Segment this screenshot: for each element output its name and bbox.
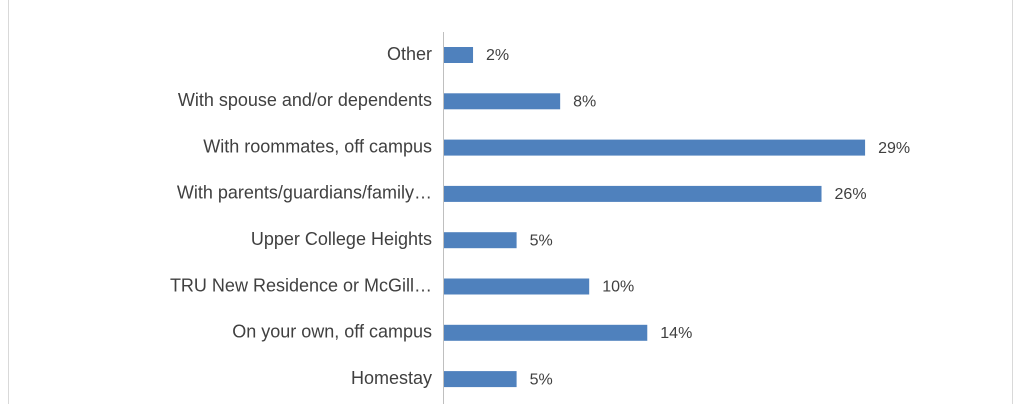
- bar: [444, 371, 517, 388]
- value-label: 5%: [530, 232, 553, 249]
- bar: [444, 185, 822, 202]
- value-label: 8%: [573, 94, 596, 111]
- category-label: With spouse and/or dependents: [178, 90, 432, 110]
- value-label: 14%: [660, 325, 692, 342]
- category-label: Upper College Heights: [251, 229, 432, 249]
- bar: [444, 139, 866, 156]
- category-label: Other: [387, 44, 432, 64]
- value-label: 26%: [835, 186, 867, 203]
- category-label: With roommates, off campus: [203, 136, 432, 156]
- value-label: 2%: [486, 47, 509, 64]
- bar: [444, 47, 474, 63]
- value-label: 5%: [530, 371, 553, 388]
- value-label: 10%: [602, 279, 634, 296]
- value-label: 29%: [878, 140, 910, 157]
- bar: [444, 278, 590, 295]
- bar: [444, 93, 561, 110]
- category-label: Homestay: [351, 368, 432, 388]
- bar: [444, 324, 648, 341]
- category-label: On your own, off campus: [232, 322, 432, 342]
- category-label: TRU New Residence or McGill…: [170, 275, 432, 295]
- bar: [444, 232, 517, 249]
- chart-border: [8, 0, 1013, 404]
- category-label: With parents/guardians/family…: [177, 183, 432, 203]
